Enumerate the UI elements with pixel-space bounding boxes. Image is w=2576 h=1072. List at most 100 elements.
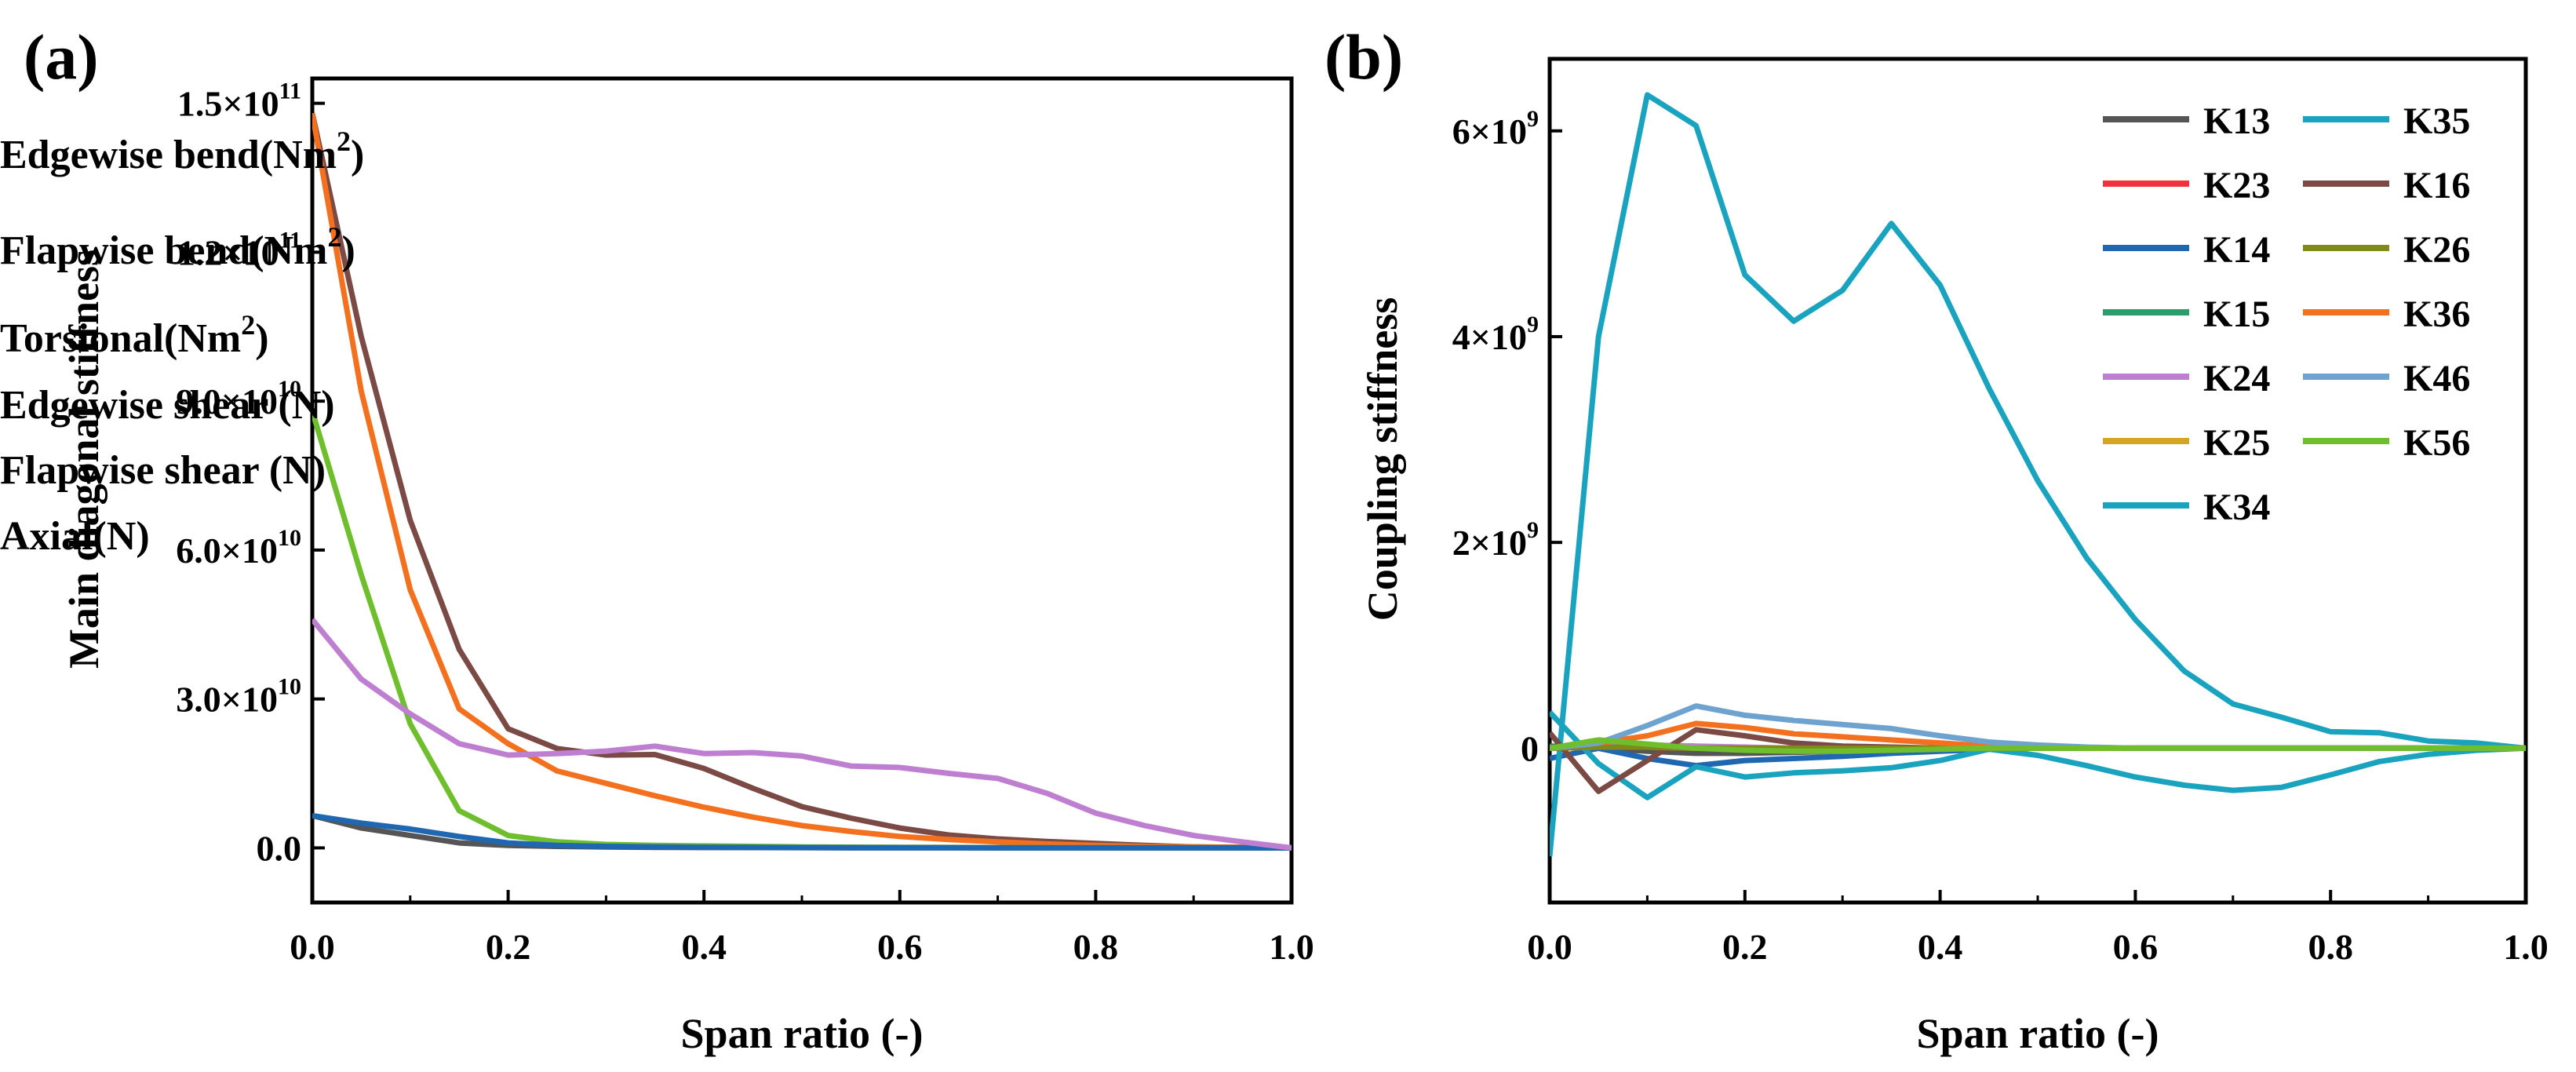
legend-label: K23	[2203, 165, 2270, 206]
y-tick-label: 6.0×1010	[176, 525, 301, 571]
legend-label: K16	[2403, 165, 2470, 206]
legend-label: K25	[2203, 422, 2270, 464]
legend-label: K34	[2203, 487, 2270, 528]
legend-label-text: K36	[2403, 294, 2470, 335]
y-axis-label-b: Coupling stiffness	[1359, 297, 1406, 622]
x-tick-label: 0.6	[877, 927, 923, 967]
y-tick-base: 0	[1521, 728, 1539, 768]
legend-label: Edgewise shear (N)	[0, 383, 335, 428]
legend-label-text: Edgewise bend(Nm	[0, 133, 337, 177]
y-tick-exponent: 11	[279, 227, 301, 253]
panel-a: (a) 0.0 0.2 0.4 0.6 0.8 1.00.03.0×10106.0×101…	[0, 21, 1314, 1057]
legend-label: Axial(N)	[0, 514, 150, 559]
y-tick-label: 4×109	[1452, 312, 1539, 357]
series-line-torsional-nm	[312, 410, 1292, 851]
legend-label: Edgewise bend(Nm2)	[0, 126, 364, 177]
legend-label-text: K46	[2403, 358, 2470, 399]
y-tick-label: 3.0×1010	[176, 674, 301, 720]
y-tick-exponent: 10	[278, 674, 301, 700]
y-tick-label: 2×109	[1452, 517, 1539, 563]
series-lines-b	[1550, 92, 2526, 857]
legend-label-suffix: )	[255, 316, 268, 361]
y-tick-label: 6×109	[1452, 106, 1539, 151]
x-tick-label: 1.0	[2503, 927, 2549, 967]
y-tick-base: 0.0	[257, 828, 302, 868]
legend-label-text: K15	[2203, 294, 2270, 335]
legend-label: Flapwise bend(Nm2)	[0, 221, 355, 273]
legend-label-text: Flapwise bend(Nm	[0, 228, 327, 273]
legend-label-text: Torsional(Nm	[0, 316, 241, 361]
y-tick-label: 9.0×1010	[176, 376, 301, 421]
y-tick-exponent: 9	[1527, 312, 1539, 337]
series-line-k34	[1550, 92, 2526, 857]
legend-label: K36	[2403, 294, 2470, 335]
x-tick-label: 0.8	[2308, 927, 2353, 967]
y-tick-base: 3.0×10	[176, 680, 278, 720]
legend-label: Flapwise shear (N)	[0, 448, 326, 493]
series-line-edgewise-bend-nm	[312, 112, 1292, 851]
series-line-axial-n	[312, 618, 1292, 851]
panel-label-a: (a)	[24, 21, 99, 93]
legend-label: K56	[2403, 422, 2470, 464]
x-tick-label: 0.4	[1918, 927, 1963, 967]
y-tick-base: 1.5×10	[177, 84, 279, 124]
legend-label-text: K26	[2403, 229, 2470, 271]
legend-label: K35	[2403, 100, 2470, 142]
y-tick-base: 2×10	[1452, 523, 1527, 563]
legend-label-text: K56	[2403, 422, 2470, 464]
legend-label-text: K16	[2403, 165, 2470, 206]
y-tick-label: 1.5×1011	[177, 78, 301, 124]
legend-label: K14	[2203, 229, 2270, 271]
legend-label-text: K23	[2203, 165, 2270, 206]
legend-label-text: K25	[2203, 422, 2270, 464]
legend-label: K24	[2203, 358, 2270, 399]
legend-label-suffix: )	[341, 228, 355, 273]
y-tick-exponent: 10	[278, 525, 301, 551]
legend-label-text: K14	[2203, 229, 2270, 271]
x-tick-label: 1.0	[1269, 927, 1314, 967]
legend-label-suffix: )	[351, 133, 364, 177]
series-line-k35	[1550, 710, 2526, 800]
legend-label: K26	[2403, 229, 2470, 271]
legend-label: K13	[2203, 100, 2270, 142]
legend-a: Edgewise bend(Nm2)Flapwise bend(Nm2)Tors…	[0, 126, 364, 559]
y-tick-base: 9.0×10	[176, 381, 278, 421]
series-line-flapwise-shear-n	[312, 812, 1292, 851]
y-tick-exponent: 11	[279, 78, 301, 104]
series-line-flapwise-bend-nm	[312, 112, 1292, 851]
series-lines-a	[312, 112, 1292, 851]
y-tick-exponent: 9	[1527, 106, 1539, 132]
y-tick-base: 1.2×10	[177, 232, 279, 272]
legend-label-sup: 2	[337, 126, 351, 157]
x-tick-label: 0.6	[2113, 927, 2159, 967]
y-tick-exponent: 9	[1527, 517, 1539, 543]
x-axis-label-b: Span ratio (-)	[1917, 1010, 2159, 1057]
legend-label-sup: 2	[327, 221, 341, 253]
series-line-k56	[1550, 737, 2526, 754]
y-tick-base: 6.0×10	[176, 531, 278, 571]
x-tick-label: 0.2	[1722, 927, 1768, 967]
x-tick-label: 0.0	[290, 927, 335, 967]
y-tick-label: 0	[1521, 728, 1539, 768]
legend-label-text: K34	[2203, 487, 2270, 528]
y-tick-label: 1.2×1011	[177, 227, 301, 272]
x-tick-label: 0.0	[1527, 927, 1572, 967]
y-tick-label: 0.0	[257, 828, 302, 868]
legend-label-text: Flapwise shear (N)	[0, 448, 326, 493]
x-tick-label: 0.4	[681, 927, 727, 967]
legend-label-text: K24	[2203, 358, 2270, 399]
legend-label-text: K13	[2203, 100, 2270, 142]
x-axis-label-a: Span ratio (-)	[681, 1010, 924, 1057]
legend-label-text: Edgewise shear (N)	[0, 383, 335, 428]
legend-label: K46	[2403, 358, 2470, 399]
y-tick-base: 4×10	[1452, 317, 1527, 357]
legend-label-sup: 2	[241, 309, 255, 341]
y-tick-base: 6×10	[1452, 111, 1527, 151]
panel-label-b: (b)	[1324, 21, 1403, 93]
x-tick-label: 0.2	[486, 927, 531, 967]
y-axis-label-a: Main diagonal stiffness	[60, 250, 107, 669]
ticks-a: 0.0 0.2 0.4 0.6 0.8 1.00.03.0×10106.0×10109.0…	[176, 78, 1314, 967]
